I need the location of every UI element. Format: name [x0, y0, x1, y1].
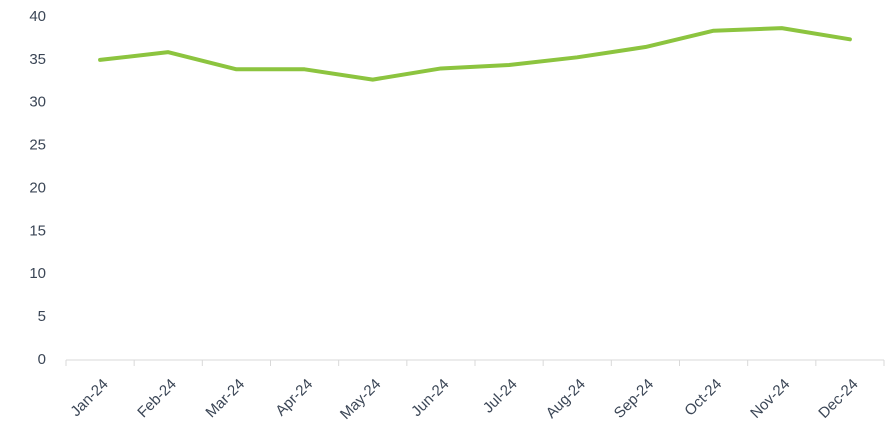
- x-tick-label: Dec-24: [815, 376, 861, 422]
- y-tick-label: 40: [29, 8, 46, 25]
- x-tick-label: Aug-24: [543, 376, 589, 422]
- x-tick-label: May-24: [337, 376, 384, 423]
- y-tick-label: 0: [38, 351, 46, 368]
- x-tick-label: Apr-24: [272, 376, 316, 420]
- y-tick-label: 5: [38, 308, 46, 325]
- y-tick-label: 20: [29, 179, 46, 196]
- x-tick-label: Jul-24: [480, 376, 521, 417]
- x-tick-label: Oct-24: [681, 376, 725, 420]
- y-tick-label: 35: [29, 51, 46, 68]
- x-tick-label: Mar-24: [202, 376, 248, 422]
- x-tick-label: Nov-24: [747, 376, 793, 422]
- y-tick-label: 15: [29, 222, 46, 239]
- data-line: [98, 26, 852, 82]
- y-tick-label: 30: [29, 94, 46, 111]
- x-tick-label: Jan-24: [67, 376, 111, 420]
- x-tick-label: Sep-24: [611, 376, 657, 422]
- x-tick-label: Jun-24: [408, 376, 452, 420]
- y-tick-label: 25: [29, 137, 46, 154]
- y-tick-label: 10: [29, 265, 46, 282]
- x-tick-label: Feb-24: [134, 376, 180, 422]
